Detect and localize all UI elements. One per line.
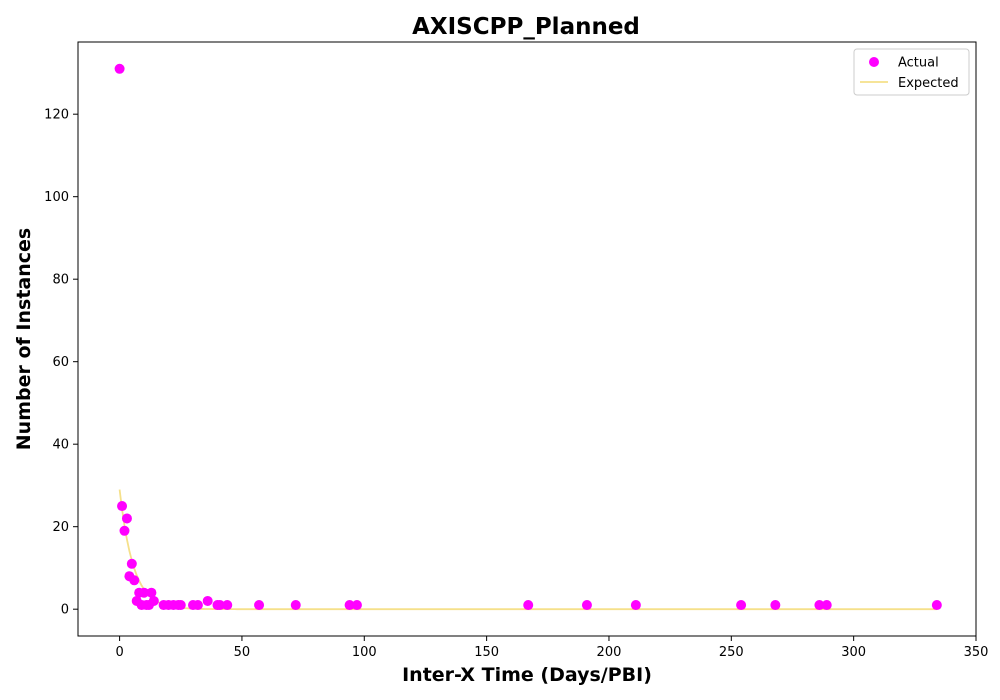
actual-data-point	[202, 595, 213, 606]
actual-data-point	[214, 600, 225, 611]
y-tick-label: 20	[52, 520, 69, 535]
x-axis-label: Inter-X Time (Days/PBI)	[402, 664, 652, 686]
actual-data-point	[344, 600, 355, 611]
actual-data-point	[630, 600, 641, 611]
x-tick-label: 100	[352, 645, 377, 660]
actual-data-point	[222, 600, 233, 611]
actual-data-point	[254, 600, 265, 611]
y-tick-label: 60	[52, 355, 69, 370]
actual-data-point	[821, 600, 832, 611]
actual-data-point	[581, 600, 592, 611]
actual-data-point	[814, 600, 825, 611]
x-tick-label: 50	[234, 645, 251, 660]
actual-data-point	[121, 513, 132, 524]
actual-data-point	[523, 600, 534, 611]
legend-label-actual: Actual	[898, 56, 939, 71]
x-tick-label: 150	[474, 645, 499, 660]
y-tick-label: 100	[44, 190, 69, 205]
x-tick-label: 0	[115, 645, 123, 660]
actual-data-point	[736, 600, 747, 611]
actual-data-point	[139, 587, 150, 598]
legend: Actual Expected	[853, 48, 970, 96]
actual-data-point	[114, 63, 125, 74]
y-tick-label: 40	[52, 438, 69, 453]
actual-data-point	[770, 600, 781, 611]
actual-data-point	[148, 595, 159, 606]
actual-data-point	[290, 600, 301, 611]
expected-series-line	[118, 489, 937, 611]
y-tick-label: 0	[61, 603, 69, 618]
legend-box	[853, 48, 970, 96]
actual-data-point	[351, 600, 362, 611]
x-axis-ticks: 0 50 100 150 200 250 300 350	[115, 636, 988, 660]
actual-data-point	[931, 600, 942, 611]
legend-label-expected: Expected	[898, 76, 959, 91]
plot-frame	[77, 41, 977, 637]
points-layer	[114, 63, 942, 611]
expected-layer	[118, 489, 937, 611]
actual-data-point	[175, 600, 186, 611]
actual-data-point	[117, 501, 128, 512]
actual-data-point	[119, 525, 130, 536]
y-tick-label: 120	[44, 108, 69, 123]
x-tick-label: 250	[719, 645, 744, 660]
chart-title: AXISCPP_Planned	[412, 14, 640, 40]
y-axis-ticks: 0 20 40 60 80 100 120	[44, 108, 78, 618]
actual-data-point	[126, 558, 137, 569]
y-tick-label: 80	[52, 273, 69, 288]
x-tick-label: 200	[597, 645, 622, 660]
y-axis-label: Number of Instances	[13, 228, 35, 450]
plot-area	[77, 41, 977, 637]
actual-data-point	[129, 575, 140, 586]
legend-marker-actual	[869, 57, 879, 67]
actual-data-point	[146, 587, 157, 598]
actual-data-point	[192, 600, 203, 611]
x-tick-label: 300	[841, 645, 866, 660]
x-tick-label: 350	[964, 645, 989, 660]
